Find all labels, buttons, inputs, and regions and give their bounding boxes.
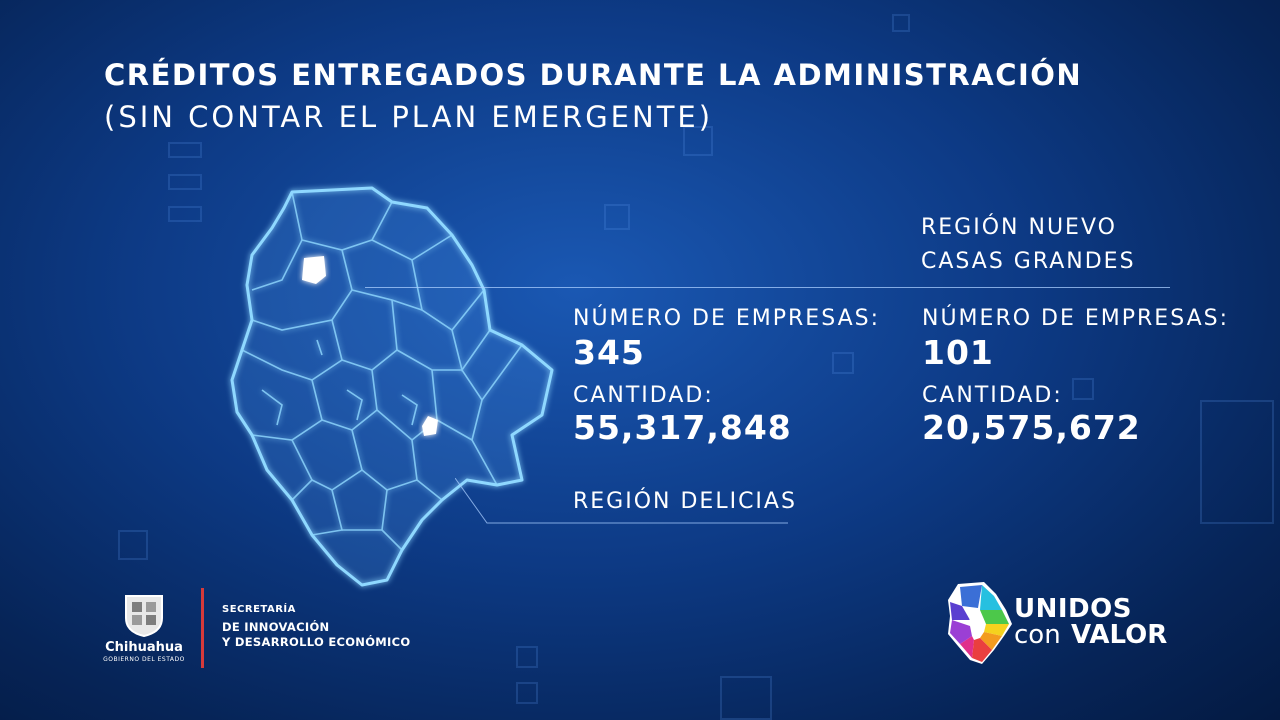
map-highlight-nuevo-casas-grandes <box>302 256 326 284</box>
bg-square <box>1200 400 1274 524</box>
campaign-word-valor: VALOR <box>1071 620 1168 650</box>
ncg-amount-value: 20,575,672 <box>922 408 1141 447</box>
delicias-region-name: REGIÓN DELICIAS <box>573 489 797 514</box>
bg-square <box>516 682 538 704</box>
page-title: CRÉDITOS ENTREGADOS DURANTE LA ADMINISTR… <box>104 58 1083 92</box>
ncg-companies-label: NÚMERO DE EMPRESAS: <box>922 306 1230 331</box>
campaign-word-con: con <box>1014 620 1061 650</box>
bg-square <box>168 174 202 190</box>
ncg-companies-value: 101 <box>922 333 994 372</box>
campaign-logo: UNIDOS con VALOR <box>944 580 1194 670</box>
colorful-map-icon <box>948 582 1012 664</box>
bg-square <box>168 142 202 158</box>
delicias-amount-value: 55,317,848 <box>573 408 792 447</box>
bg-square <box>683 126 713 156</box>
bg-square <box>516 646 538 668</box>
bg-square <box>720 676 772 720</box>
coat-of-arms-icon <box>125 595 163 638</box>
delicias-callout-line <box>455 478 788 524</box>
campaign-word-unidos: UNIDOS <box>1014 594 1132 624</box>
ncg-region-name-line1: REGIÓN NUEVO <box>921 215 1117 240</box>
nuevo-casas-grandes-callout-line <box>365 287 1170 288</box>
bg-square <box>168 206 202 222</box>
footer-divider <box>201 588 204 668</box>
page-subtitle: (SIN CONTAR EL PLAN EMERGENTE) <box>104 100 714 134</box>
bg-square <box>118 530 148 560</box>
bg-square <box>832 352 854 374</box>
bg-square <box>1072 378 1094 400</box>
secretaria-line3: Y DESARROLLO ECONÓMICO <box>222 635 411 649</box>
secretaria-line1: SECRETARÍA <box>222 604 296 615</box>
map-municipality-lines <box>241 191 523 551</box>
state-map <box>230 186 554 587</box>
bg-square <box>892 14 910 32</box>
government-logo-block: Chihuahua GOBIERNO DEL ESTADO SECRETARÍA… <box>100 588 430 668</box>
delicias-companies-label: NÚMERO DE EMPRESAS: <box>573 306 881 331</box>
secretaria-line2: DE INNOVACIÓN <box>222 620 330 634</box>
map-highlight-delicias <box>422 416 438 436</box>
government-logo-subtitle: GOBIERNO DEL ESTADO <box>103 656 185 663</box>
ncg-amount-label: CANTIDAD: <box>922 383 1063 408</box>
delicias-companies-value: 345 <box>573 333 645 372</box>
bg-square <box>604 204 630 230</box>
delicias-amount-label: CANTIDAD: <box>573 383 714 408</box>
government-logo-name: Chihuahua <box>105 640 183 655</box>
ncg-region-name-line2: CASAS GRANDES <box>921 249 1136 274</box>
